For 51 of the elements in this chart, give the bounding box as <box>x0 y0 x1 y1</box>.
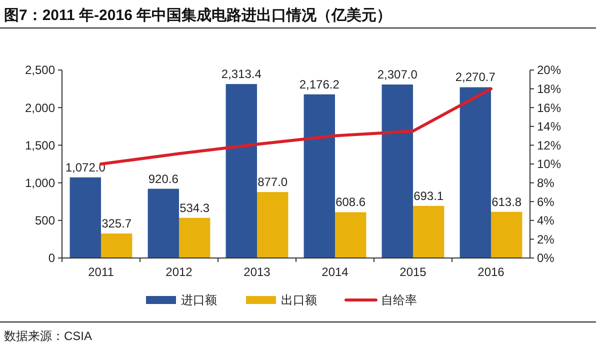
legend-label: 进口额 <box>181 293 217 308</box>
source-note: 数据来源：CSIA <box>4 329 92 343</box>
data-label: 2,313.4 <box>221 67 262 82</box>
bar <box>70 177 101 258</box>
legend-label: 出口额 <box>281 293 317 308</box>
data-label: 877.0 <box>258 175 288 190</box>
data-label: 920.6 <box>148 172 179 186</box>
bar <box>304 94 335 258</box>
data-label: 2,270.7 <box>455 70 496 84</box>
y2-tick-label: 0% <box>537 251 555 266</box>
y-tick-label: 500 <box>34 214 56 228</box>
y2-tick-label: 2% <box>537 232 555 246</box>
x-tick-label: 2016 <box>478 265 505 279</box>
data-label: 2,176.2 <box>299 77 340 92</box>
bar <box>491 212 522 258</box>
bar <box>460 87 491 258</box>
y2-tick-label: 18% <box>537 82 562 96</box>
legend-label: 自给率 <box>381 293 417 308</box>
y2-tick-label: 6% <box>537 194 555 209</box>
bar <box>226 84 257 258</box>
data-label: 608.6 <box>336 195 366 210</box>
y2-tick-label: 4% <box>537 214 555 228</box>
bar <box>335 212 366 258</box>
data-label: 325.7 <box>102 216 132 231</box>
bar <box>382 84 413 258</box>
bar <box>101 234 132 258</box>
bar <box>179 218 210 258</box>
bar <box>257 192 288 258</box>
data-label: 534.3 <box>180 200 210 215</box>
bar <box>148 188 179 258</box>
y2-tick-label: 12% <box>537 138 562 152</box>
y-tick-label: 2,500 <box>24 63 56 78</box>
x-tick-label: 2013 <box>244 265 271 279</box>
data-label: 613.8 <box>492 194 522 209</box>
y2-tick-label: 8% <box>537 176 555 190</box>
y-tick-label: 2,000 <box>24 100 56 115</box>
data-label: 693.1 <box>414 188 444 203</box>
x-tick-label: 2012 <box>166 265 193 279</box>
y2-tick-label: 20% <box>537 63 562 78</box>
bar <box>413 206 444 258</box>
chart-title: 图7：2011 年-2016 年中国集成电路进出口情况（亿美元） <box>4 6 392 24</box>
x-tick-label: 2011 <box>88 265 114 279</box>
y2-tick-label: 10% <box>537 157 562 172</box>
y2-tick-label: 14% <box>537 120 562 134</box>
y-tick-label: 1,000 <box>24 176 56 190</box>
y-tick-label: 0 <box>48 251 56 266</box>
data-label: 2,307.0 <box>377 68 418 82</box>
x-tick-label: 2014 <box>322 265 349 279</box>
y2-tick-label: 16% <box>537 100 562 115</box>
y-tick-label: 1,500 <box>24 138 56 152</box>
x-tick-label: 2015 <box>400 265 427 279</box>
